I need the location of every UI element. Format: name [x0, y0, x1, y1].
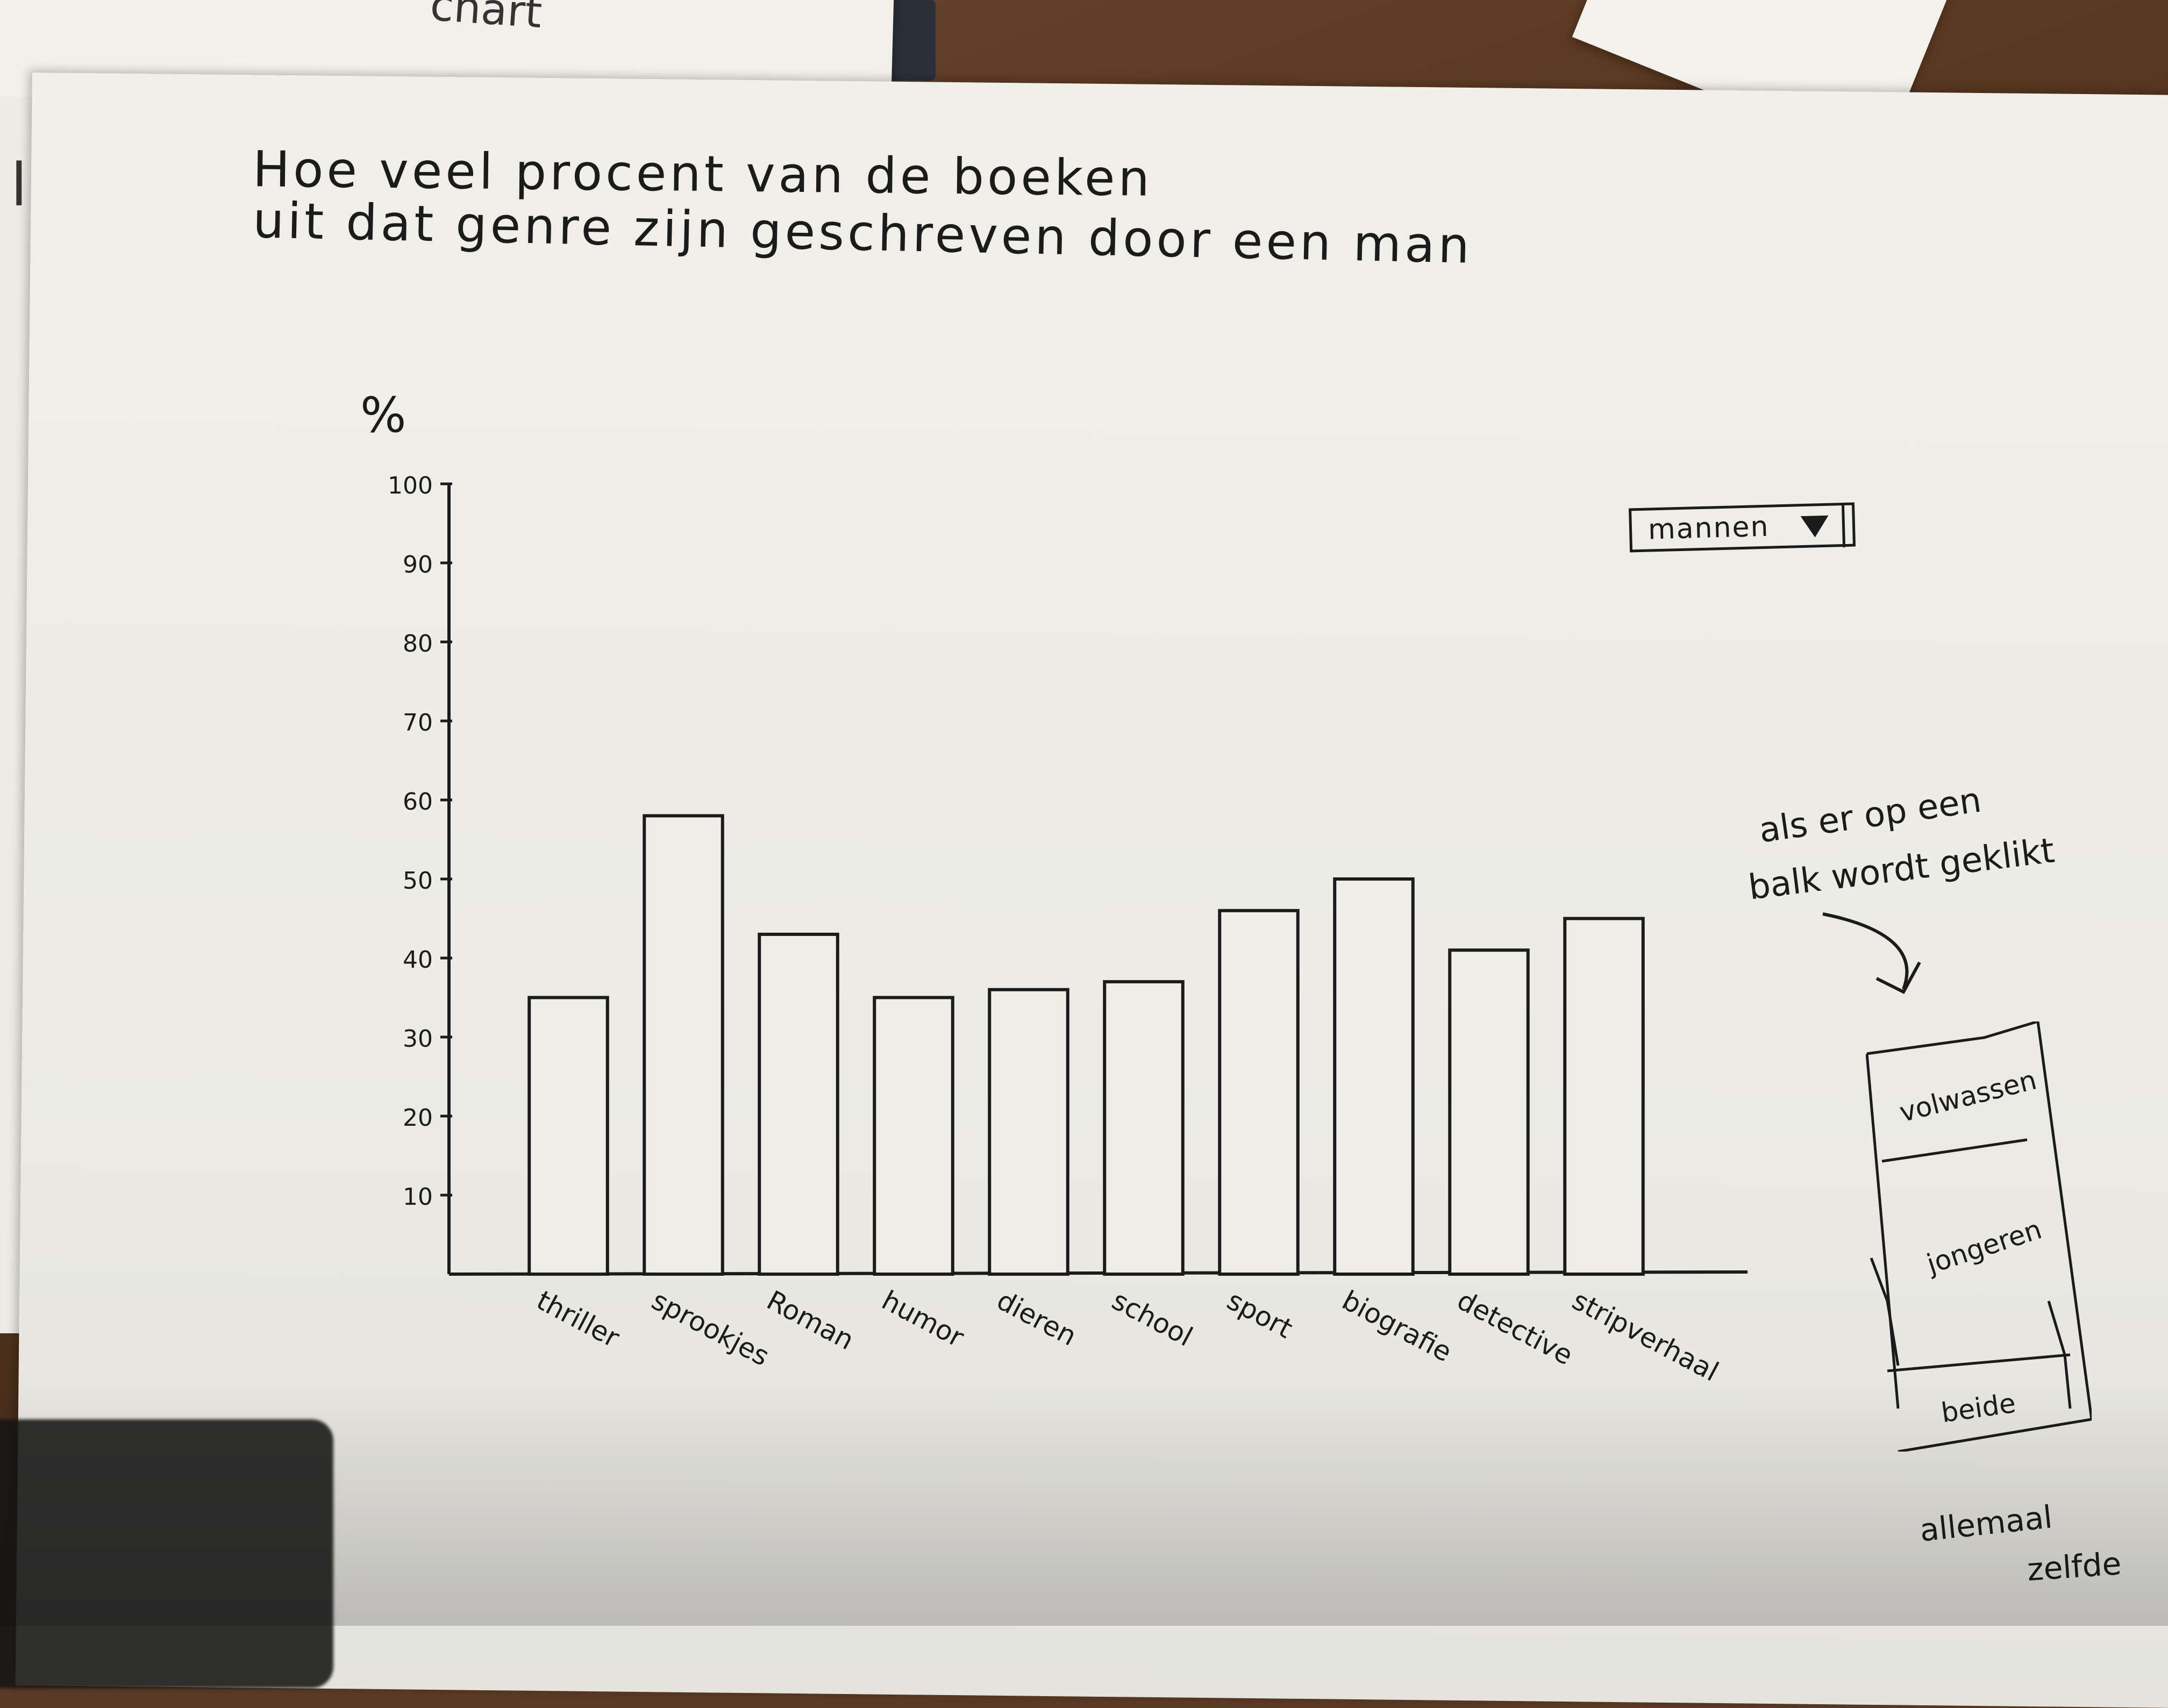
x-tick-label: sport: [1222, 1284, 1298, 1345]
bar-thriller[interactable]: [527, 996, 609, 1276]
y-axis-ticks: 10 20 30 40 50 60 70 80 90 100: [388, 472, 452, 1211]
x-tick-label: humor: [877, 1284, 969, 1353]
bar-detective[interactable]: [1448, 948, 1530, 1276]
y-tick-label: 50: [403, 867, 433, 895]
bar-school[interactable]: [1103, 980, 1185, 1276]
gender-dropdown[interactable]: mannen: [1628, 502, 1856, 553]
y-tick-label: 60: [403, 788, 433, 816]
hand-shadow: [0, 1419, 333, 1688]
chevron-down-icon[interactable]: [1800, 515, 1829, 538]
curved-arrow-icon: [1822, 912, 1921, 994]
y-tick-label: 20: [403, 1104, 433, 1132]
bar-sport[interactable]: [1218, 909, 1300, 1276]
chart-bars: [527, 814, 1645, 1276]
x-tick-label: sprookjes: [647, 1284, 774, 1372]
bar-chart: 10 20 30 40 50 60 70 80 90 100 thriller sprookjesR…: [388, 472, 1748, 1388]
margin-mark: l: [11, 151, 27, 219]
y-tick-label: 90: [403, 551, 433, 578]
x-tick-label: school: [1107, 1284, 1198, 1352]
x-tick-label: thriller: [532, 1284, 625, 1354]
y-tick-label: 100: [388, 472, 433, 499]
y-axis-unit-label: %: [360, 387, 406, 444]
dropdown-edge: [1841, 503, 1853, 548]
x-tick-label: stripverhaal: [1567, 1284, 1724, 1387]
y-tick-label: 70: [403, 709, 433, 737]
bar-roman[interactable]: [758, 932, 839, 1276]
stacked-bar-detail: volwassen jongeren beide: [1866, 1021, 2092, 1452]
y-tick-label: 40: [403, 946, 433, 974]
x-tick-label: detective: [1452, 1284, 1578, 1371]
bar-biografie[interactable]: [1333, 877, 1415, 1276]
bar-humor[interactable]: [873, 996, 954, 1276]
y-tick-label: 30: [403, 1025, 433, 1053]
x-tick-label: Roman: [762, 1284, 859, 1356]
y-tick-label: 80: [403, 630, 433, 658]
x-tick-label: biografie: [1337, 1284, 1457, 1368]
y-tick-label: 10: [403, 1183, 433, 1211]
stacked-bar-outline: [1866, 1021, 2092, 1452]
x-tick-label: dieren: [992, 1284, 1082, 1352]
dropdown-selected-value: mannen: [1648, 510, 1770, 546]
bar-stripverhaal[interactable]: [1563, 917, 1645, 1276]
bar-dieren[interactable]: [988, 988, 1069, 1276]
bar-sprookjes[interactable]: [643, 814, 724, 1276]
lighting-shadow: [0, 1376, 2168, 1626]
